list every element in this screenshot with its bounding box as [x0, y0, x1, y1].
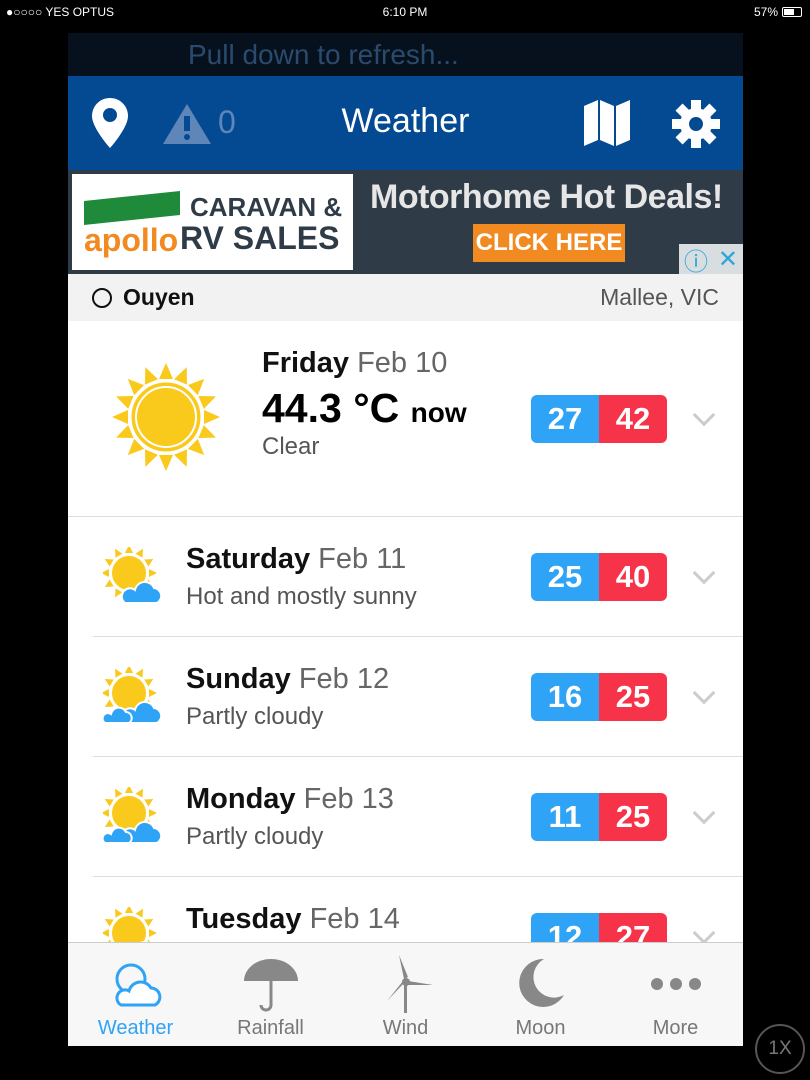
- day-name: Saturday: [186, 543, 311, 575]
- day-name: Tuesday: [186, 903, 302, 935]
- tab-rainfall[interactable]: Rainfall: [203, 943, 338, 1046]
- chevron-down-icon[interactable]: [692, 681, 716, 705]
- tab-more[interactable]: More: [608, 943, 743, 1046]
- temp-range: 25 40: [531, 553, 667, 601]
- ad-info-icon[interactable]: ⓘ: [683, 248, 708, 276]
- battery-icon: [782, 7, 802, 17]
- chevron-down-icon[interactable]: [692, 921, 716, 945]
- tab-moon[interactable]: Moon: [473, 943, 608, 1046]
- status-bar: ●○○○○ YES OPTUS 6:10 PM 57%: [0, 0, 810, 24]
- ad-cta-button[interactable]: CLICK HERE: [473, 224, 625, 262]
- tab-bar: Weather Rainfall Wind Moon More: [68, 942, 743, 1046]
- tab-wind[interactable]: Wind: [338, 943, 473, 1046]
- ad-logo: CARAVAN & apollo RV SALES: [72, 174, 353, 270]
- warning-icon[interactable]: [163, 104, 211, 144]
- now-label: now: [410, 397, 467, 428]
- partly-cloudy-icon: [103, 667, 163, 724]
- temp-range: 11 25: [531, 793, 667, 841]
- temp-range: 16 25: [531, 673, 667, 721]
- umbrella-icon: [243, 959, 298, 1012]
- wind-turbine-icon: [386, 955, 433, 1013]
- temp-high: 40: [599, 553, 667, 601]
- forecast-row[interactable]: Monday Feb 13 Partly cloudy 11 25: [93, 757, 743, 877]
- tab-weather[interactable]: Weather: [68, 943, 203, 1046]
- carrier: ●○○○○ YES OPTUS: [6, 5, 115, 19]
- condition: Partly cloudy: [186, 823, 324, 850]
- sun-icon: [112, 363, 220, 471]
- day-name: Monday: [186, 783, 296, 815]
- temp-low: 11: [531, 793, 599, 841]
- chevron-down-icon[interactable]: [692, 561, 716, 585]
- more-dots-icon: [650, 978, 701, 990]
- day-name: Sunday: [186, 663, 291, 695]
- page-title: Weather: [341, 102, 470, 140]
- today-row[interactable]: Friday Feb 10 44.3 °C now Clear 27 42: [68, 321, 743, 517]
- forecast-row[interactable]: Saturday Feb 11 Hot and mostly sunny 25 4…: [93, 517, 743, 637]
- location-pin-icon[interactable]: [92, 98, 128, 148]
- day-date: Feb 14: [309, 903, 400, 935]
- mostly-sunny-icon: [103, 547, 163, 604]
- temp-high: 25: [599, 673, 667, 721]
- refresh-area: Pull down to refresh...: [68, 33, 743, 76]
- temp-high: 25: [599, 793, 667, 841]
- chevron-down-icon[interactable]: [692, 403, 716, 427]
- chevron-down-icon[interactable]: [692, 801, 716, 825]
- forecast-row[interactable]: Sunday Feb 12 Partly cloudy 16 25: [93, 637, 743, 757]
- clock: 6:10 PM: [382, 5, 428, 19]
- nav-bar: 0 Weather: [68, 76, 743, 170]
- location-region: Mallee, VIC: [600, 284, 719, 310]
- map-icon[interactable]: [584, 100, 630, 146]
- battery-percent: 57%: [753, 5, 778, 19]
- temp-high: 42: [599, 395, 667, 443]
- partly-cloudy-icon: [103, 787, 163, 844]
- moon-icon: [518, 958, 564, 1007]
- ad-close-icon[interactable]: ✕: [717, 245, 739, 273]
- temp-low: 16: [531, 673, 599, 721]
- condition: Partly cloudy: [186, 703, 324, 730]
- temp-low: 27: [531, 395, 599, 443]
- condition: Hot and mostly sunny: [186, 583, 417, 610]
- day-name: Friday: [262, 347, 350, 379]
- weather-app: Pull down to refresh... 0 Weather CARAVA…: [68, 33, 743, 1046]
- zoom-badge[interactable]: 1X: [755, 1024, 805, 1074]
- pull-to-refresh-hint: Pull down to refresh...: [188, 39, 459, 70]
- day-date: Feb 10: [357, 347, 448, 379]
- alert-count: 0: [218, 104, 236, 140]
- location-bar[interactable]: Ouyen Mallee, VIC: [68, 274, 743, 321]
- ad-headline: Motorhome Hot Deals!: [370, 178, 723, 216]
- gear-icon[interactable]: [672, 100, 720, 148]
- temp-low: 25: [531, 553, 599, 601]
- location-radio-icon: [92, 287, 112, 308]
- ad-banner[interactable]: CARAVAN & apollo RV SALES Motorhome Hot …: [68, 170, 743, 276]
- temp-range: 27 42: [531, 395, 667, 443]
- condition: Clear: [262, 433, 320, 460]
- day-date: Feb 13: [303, 783, 394, 815]
- location-name: Ouyen: [123, 284, 195, 310]
- day-date: Feb 12: [298, 663, 390, 695]
- current-temp: 44.3 °C: [262, 385, 400, 431]
- day-date: Feb 11: [318, 543, 407, 575]
- weather-icon: [114, 963, 161, 1007]
